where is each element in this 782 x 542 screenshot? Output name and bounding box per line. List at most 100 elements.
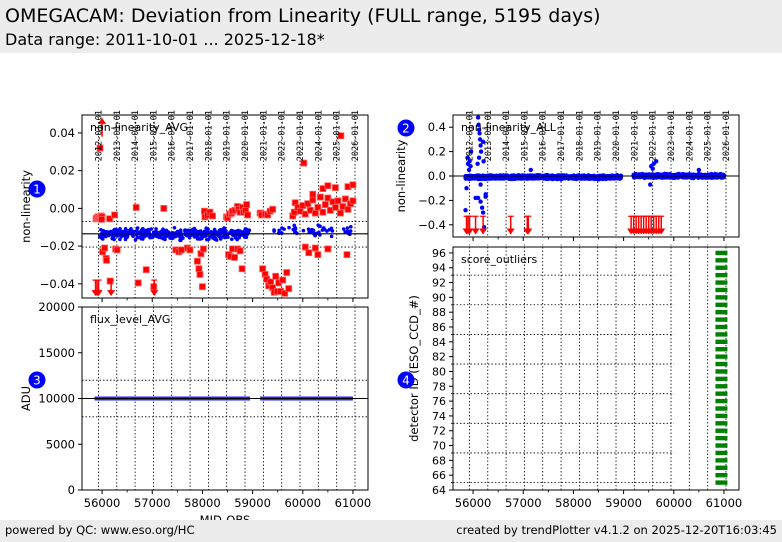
down-arrow-head bbox=[524, 228, 533, 235]
score-marker bbox=[715, 309, 728, 315]
score-marker bbox=[715, 354, 728, 359]
in-range-point bbox=[287, 225, 291, 230]
outlier-point bbox=[106, 277, 114, 285]
plot-frame bbox=[452, 246, 740, 491]
in-range-point bbox=[133, 238, 138, 242]
score-marker bbox=[715, 458, 728, 463]
scatter-point bbox=[647, 182, 653, 187]
x-tick-label: 61000 bbox=[706, 496, 743, 510]
in-range-point bbox=[341, 227, 346, 231]
in-range-point bbox=[221, 235, 226, 239]
outlier-point bbox=[134, 279, 142, 287]
in-range-point bbox=[135, 226, 140, 230]
date-tick-label: 2014-01-01 bbox=[131, 110, 141, 161]
score-marker bbox=[715, 324, 728, 330]
y-tick-label: 96 bbox=[432, 247, 446, 260]
outlier-point bbox=[196, 271, 204, 278]
y-tick-label: 78 bbox=[432, 380, 446, 393]
scatter-point bbox=[478, 149, 484, 154]
y-tick-label: 0 bbox=[68, 483, 75, 497]
score-marker bbox=[715, 258, 728, 263]
outlier-point bbox=[314, 251, 322, 259]
score-marker bbox=[715, 302, 728, 307]
outlier-point bbox=[281, 289, 289, 297]
scatter-point bbox=[696, 167, 702, 173]
score-marker bbox=[715, 265, 728, 270]
scatter-point bbox=[468, 164, 473, 169]
y-tick-label: 74 bbox=[432, 410, 446, 423]
in-range-point bbox=[181, 236, 185, 240]
y-tick-label: 86 bbox=[432, 321, 446, 334]
outlier-point bbox=[186, 246, 194, 254]
outlier-point bbox=[309, 190, 317, 198]
outlier-point bbox=[285, 285, 293, 292]
scatter-point bbox=[476, 127, 482, 132]
in-range-point bbox=[229, 237, 234, 242]
scatter-point bbox=[477, 137, 483, 142]
scatter-point bbox=[480, 210, 486, 215]
in-range-point bbox=[581, 175, 587, 180]
in-range-point bbox=[247, 228, 252, 233]
outlier-point bbox=[304, 200, 312, 208]
y-tick-label: 5000 bbox=[46, 437, 75, 451]
in-range-point bbox=[321, 226, 326, 230]
scatter-point bbox=[528, 167, 533, 173]
score-marker bbox=[715, 428, 728, 433]
scatter-point bbox=[477, 131, 482, 136]
score-marker bbox=[715, 272, 728, 278]
in-range-point bbox=[183, 228, 187, 232]
x-tick-label: 57000 bbox=[134, 496, 171, 510]
in-range-point bbox=[236, 228, 241, 233]
in-range-point bbox=[148, 235, 152, 240]
date-tick-label: 2017-01-01 bbox=[557, 110, 567, 161]
in-range-point bbox=[618, 175, 623, 181]
in-range-point bbox=[154, 227, 158, 231]
y-tick-label: 92 bbox=[432, 277, 446, 290]
in-range-point bbox=[115, 234, 120, 238]
in-range-point bbox=[277, 228, 281, 233]
in-range-point bbox=[179, 238, 183, 243]
outlier-point bbox=[177, 246, 185, 254]
outlier-point bbox=[238, 265, 246, 273]
outlier-point bbox=[311, 209, 319, 217]
date-tick-label: 2012-01-01 bbox=[465, 110, 475, 161]
scatter-point bbox=[464, 186, 469, 191]
y-tick-label: 10000 bbox=[38, 392, 75, 406]
outlier-point bbox=[101, 244, 108, 252]
panel-number-label: 2 bbox=[402, 122, 410, 136]
in-range-point bbox=[152, 232, 157, 237]
in-range-point bbox=[185, 233, 190, 238]
in-range-point bbox=[218, 232, 222, 237]
score-marker bbox=[715, 250, 728, 256]
scatter-point bbox=[483, 192, 488, 197]
outlier-point bbox=[194, 257, 201, 265]
outlier-point bbox=[337, 209, 344, 217]
in-range-point bbox=[522, 174, 527, 179]
score-marker bbox=[715, 280, 728, 285]
date-tick-label: 2016-01-01 bbox=[168, 110, 178, 161]
in-range-point bbox=[343, 230, 347, 234]
x-tick-label: 60000 bbox=[284, 496, 321, 510]
in-range-point bbox=[100, 237, 105, 241]
in-range-point bbox=[142, 234, 147, 239]
in-range-point bbox=[199, 231, 204, 236]
date-tick-label: 2013-01-01 bbox=[484, 110, 494, 161]
score-marker bbox=[715, 317, 728, 322]
in-range-point bbox=[118, 237, 122, 242]
in-range-point bbox=[241, 231, 246, 235]
scatter-point bbox=[466, 167, 472, 173]
in-range-point bbox=[242, 235, 247, 239]
scatter-point bbox=[654, 159, 659, 164]
y-tick-label: 0.04 bbox=[49, 126, 75, 140]
panel-title: non-linearity_ALL bbox=[461, 121, 557, 134]
y-tick-label: 90 bbox=[432, 291, 446, 304]
outlier-point bbox=[301, 243, 309, 251]
scatter-point bbox=[476, 155, 482, 160]
in-range-point bbox=[206, 227, 210, 232]
outlier-point bbox=[319, 208, 327, 216]
chart-panel-2: −0.4 −0.2 0.0 0.2 0.4 2012-01-01 2013-01-01 201… bbox=[394, 110, 740, 241]
x-tick-label: 59000 bbox=[605, 496, 642, 510]
outlier-point bbox=[272, 272, 280, 280]
outlier-point bbox=[111, 211, 119, 219]
in-range-point bbox=[675, 173, 680, 178]
